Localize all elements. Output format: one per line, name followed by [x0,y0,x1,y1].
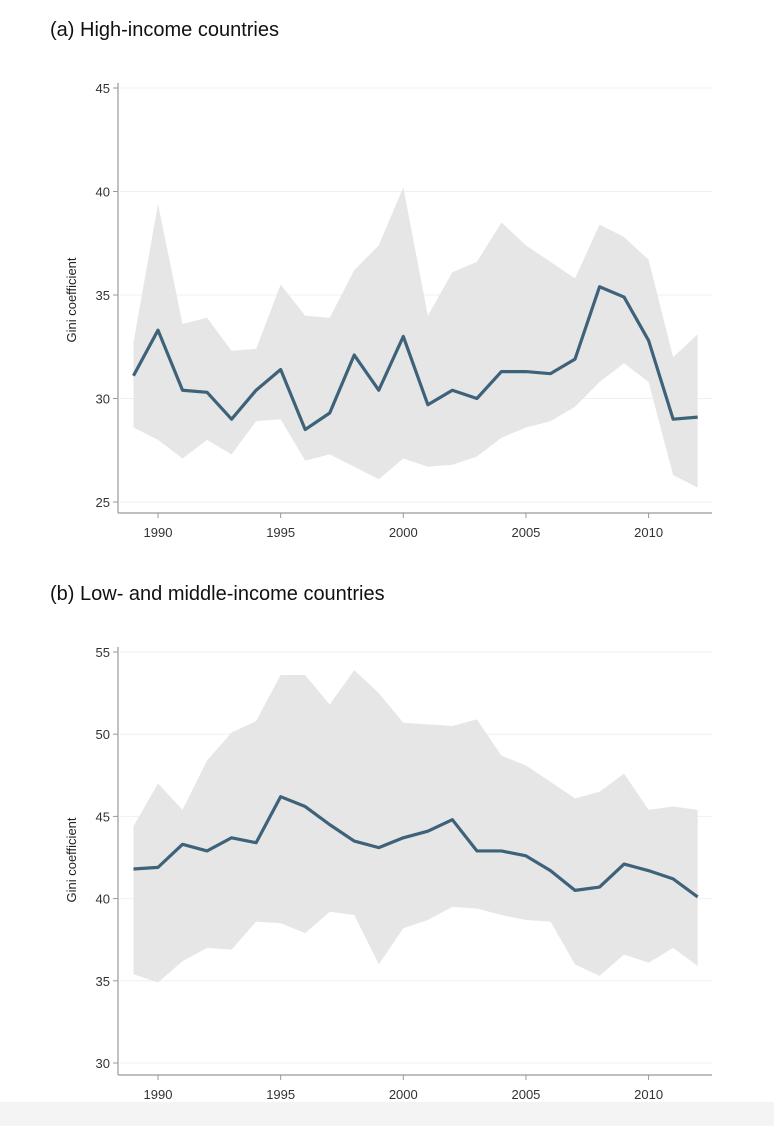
x-tick-label: 1990 [144,525,173,540]
y-tick-label: 45 [96,81,110,96]
footer-bar [0,1102,774,1126]
mean-line [132,285,698,432]
x-tick-label: 2010 [634,1087,663,1102]
y-tick-label: 35 [96,974,110,989]
x-tick-label: 2010 [634,525,663,540]
x-tick-label: 2005 [511,525,540,540]
y-tick-label: 40 [96,185,110,200]
x-tick-label: 1990 [144,1087,173,1102]
y-tick-label: 30 [96,1056,110,1071]
y-tick-label: 25 [96,495,110,510]
confidence-band [133,187,698,488]
y-tick-label: 30 [96,392,110,407]
x-tick-label: 2000 [389,1087,418,1102]
y-tick-label: 40 [96,892,110,907]
y-axis-label: Gini coefficient [64,817,79,902]
y-tick-label: 45 [96,809,110,824]
panel-b: 30 35 40 45 50 55 1990 1995 2000 2005 2010 Gini coe… [64,645,712,1102]
x-tick-label: 2000 [389,525,418,540]
panel-a-title: (a) High-income countries [50,19,279,41]
x-tick-label: 1995 [266,525,295,540]
panel-b-title: (b) Low- and middle-income countries [50,583,385,605]
y-tick-label: 55 [96,645,110,660]
y-axis-label: Gini coefficient [64,257,79,342]
x-tick-label: 2005 [511,1087,540,1102]
x-tick-label: 1995 [266,1087,295,1102]
panel-a: 25 30 35 40 45 1990 1995 2000 2005 2010 Gini coeff… [64,81,712,540]
y-tick-label: 35 [96,288,110,303]
confidence-band [133,670,698,983]
mean-line [133,795,699,899]
y-tick-label: 50 [96,727,110,742]
